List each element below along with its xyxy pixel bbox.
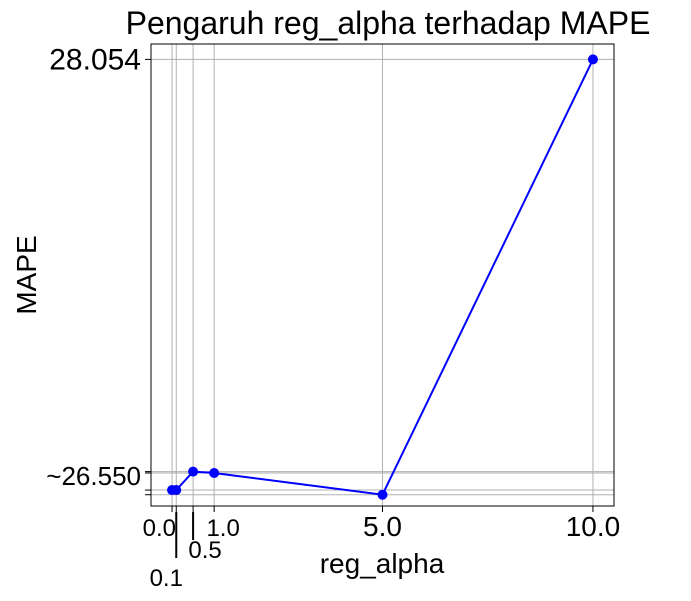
- x-tick-label-3: 1.0: [206, 515, 239, 542]
- x-axis-label: reg_alpha: [320, 548, 445, 579]
- x-tick-label-0: 0.0: [143, 515, 176, 542]
- x-tick-label-2: 0.5: [188, 537, 221, 564]
- chart-title: Pengaruh reg_alpha terhadap MAPE: [126, 5, 651, 41]
- series: [167, 54, 598, 500]
- data-point-1: [171, 485, 182, 496]
- y-axis-label: MAPE: [11, 235, 42, 314]
- x-ticks: 0.0 0.10.51.0 5.0 10.0: [143, 506, 621, 592]
- data-point-2: [188, 466, 199, 477]
- x-tick-label-4: 5.0: [363, 511, 402, 542]
- grid: [151, 44, 614, 506]
- x-tick-label-5: 10.0: [566, 511, 621, 542]
- data-point-4: [377, 489, 388, 500]
- y-ticks: ~26.550 28.054: [46, 43, 151, 496]
- data-point-3: [209, 468, 220, 478]
- data-point-5: [587, 54, 598, 65]
- y-tick-label-2: ~26.550: [46, 461, 141, 491]
- x-tick-label-1: 0.1: [150, 565, 183, 592]
- y-tick-label-4: 28.054: [49, 43, 141, 76]
